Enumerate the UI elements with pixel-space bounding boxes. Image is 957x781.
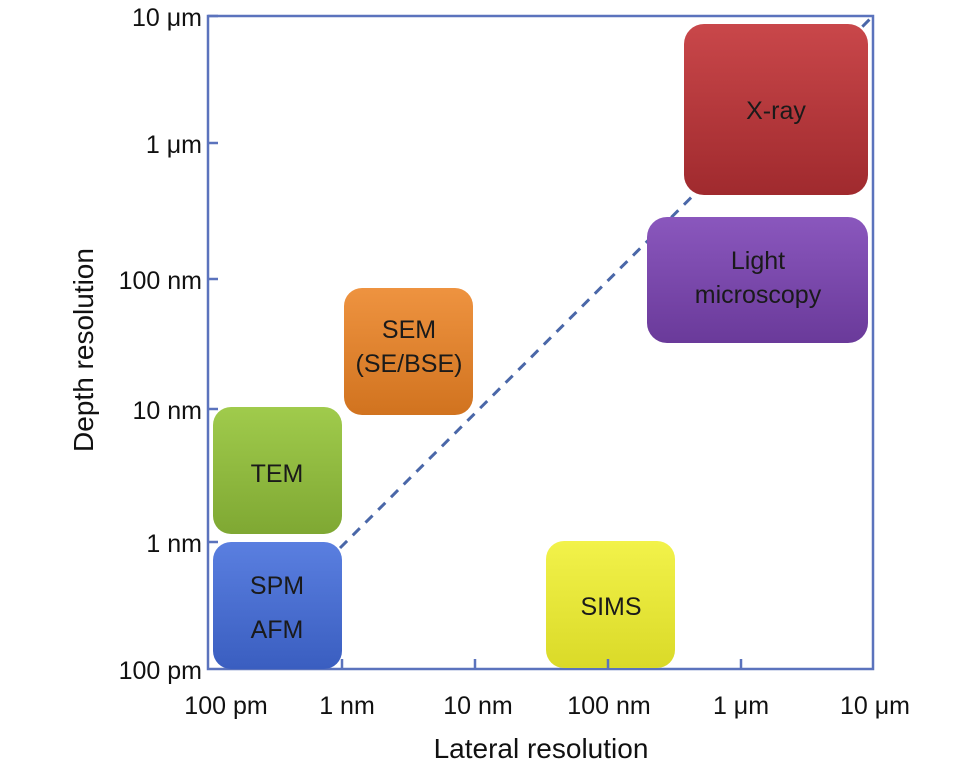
box-spm-rect (213, 542, 342, 669)
box-sem-rect (344, 288, 473, 415)
box-light-label-line2: microscopy (695, 281, 822, 309)
x-axis: 100 pm 1 nm 10 nm 100 nm 1 μm 10 μm (184, 659, 910, 720)
y-axis: 10 μm 1 μm 100 nm 10 nm 1 nm 100 pm (119, 4, 218, 685)
box-sims: SIMS (546, 541, 675, 668)
y-axis-title: Depth resolution (68, 248, 99, 452)
box-spm-label-line2: AFM (251, 616, 304, 644)
box-spm-label-line1: SPM (250, 572, 304, 600)
x-tick-label: 10 μm (840, 692, 910, 720)
x-tick-label: 100 nm (567, 692, 650, 720)
y-tick-label: 100 nm (119, 267, 202, 295)
box-xray-rect (684, 24, 868, 195)
box-tem-rect (213, 407, 342, 534)
box-sem-label-line1: SEM (382, 316, 436, 344)
y-tick-label: 10 nm (133, 397, 202, 425)
plot-frame (206, 14, 875, 671)
box-tem: TEM (213, 407, 342, 534)
x-tick-label: 10 nm (443, 692, 512, 720)
box-xray: X-ray (684, 24, 868, 195)
box-spm-afm: SPM AFM (213, 542, 342, 669)
x-axis-title: Lateral resolution (434, 733, 649, 764)
y-tick-label: 1 μm (146, 131, 202, 159)
box-sims-label: SIMS (580, 593, 641, 621)
y-tick-label: 1 nm (146, 530, 202, 558)
y-tick-label: 100 pm (119, 657, 202, 685)
box-light-label-line1: Light (731, 247, 785, 275)
box-tem-label: TEM (251, 460, 304, 488)
y-tick-label: 10 μm (132, 4, 202, 32)
box-sem-label-line2: (SE/BSE) (356, 350, 463, 378)
box-xray-label: X-ray (746, 97, 806, 125)
box-sem: SEM (SE/BSE) (344, 288, 473, 415)
x-tick-label: 100 pm (184, 692, 267, 720)
x-tick-label: 1 nm (319, 692, 375, 720)
box-sims-rect (546, 541, 675, 668)
box-light-rect (647, 217, 868, 343)
box-light-microscopy: Light microscopy (647, 217, 868, 343)
x-tick-label: 1 μm (713, 692, 769, 720)
